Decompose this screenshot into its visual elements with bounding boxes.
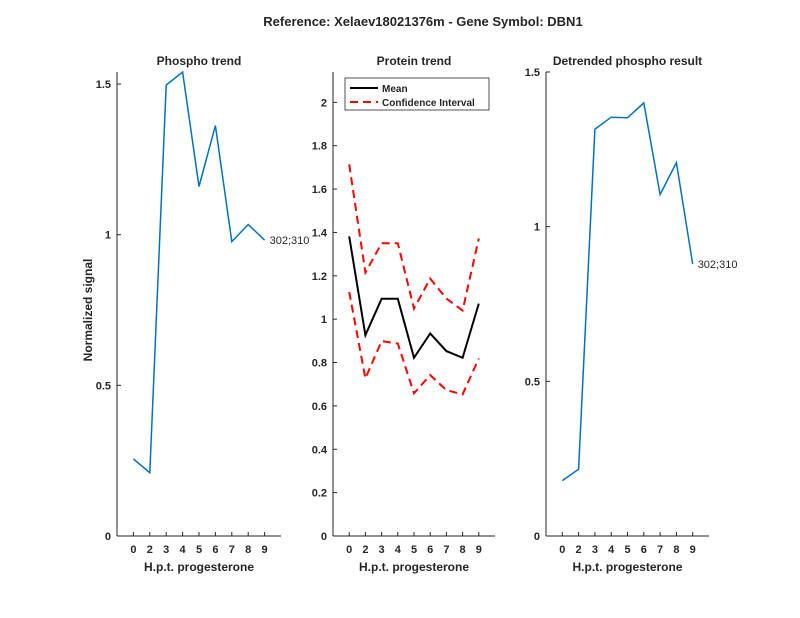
x-axis-label: H.p.t. progesterone bbox=[359, 560, 469, 574]
x-tick-label: 3 bbox=[379, 544, 385, 556]
x-tick-label: 4 bbox=[180, 544, 187, 556]
y-tick-label: 1.5 bbox=[96, 79, 111, 91]
y-tick-label: 0.5 bbox=[525, 376, 540, 388]
series-line-mean bbox=[348, 236, 480, 361]
legend-label: Mean bbox=[382, 84, 408, 95]
y-tick-label: 0.4 bbox=[312, 444, 328, 456]
x-tick-label: 4 bbox=[395, 544, 402, 556]
y-tick-label: 1.4 bbox=[312, 227, 328, 239]
x-tick-label: 5 bbox=[196, 544, 202, 556]
y-tick-label: 2 bbox=[321, 97, 327, 109]
y-tick-label: 1 bbox=[534, 222, 540, 234]
x-tick-label: 5 bbox=[411, 544, 417, 556]
legend-label: Confidence Interval bbox=[382, 98, 475, 109]
x-tick-label: 9 bbox=[262, 544, 268, 556]
y-tick-label: 1.6 bbox=[312, 184, 327, 196]
panel-2: 00.20.40.60.811.21.41.61.820 2 3 4 5 6 7 8 9Prot… bbox=[312, 54, 495, 574]
panel-title: Detrended phospho result bbox=[553, 54, 702, 68]
y-tick-label: 1.5 bbox=[525, 67, 540, 79]
y-tick-label: 0 bbox=[534, 531, 540, 543]
x-axis-label: H.p.t. progesterone bbox=[144, 560, 254, 574]
x-tick-label: 2 bbox=[576, 544, 582, 556]
y-tick-label: 0 bbox=[321, 531, 327, 543]
panel-title: Phospho trend bbox=[157, 54, 242, 68]
panel-title: Protein trend bbox=[377, 54, 452, 68]
x-tick-label: 5 bbox=[624, 544, 630, 556]
y-tick-label: 1.8 bbox=[312, 141, 327, 153]
legend: Mean Confidence Interval bbox=[344, 77, 490, 111]
series-line-confidence-interval bbox=[348, 164, 480, 313]
x-tick-label: 7 bbox=[443, 544, 449, 556]
y-tick-label: 1.2 bbox=[312, 271, 327, 283]
x-tick-label: 0 bbox=[130, 544, 136, 556]
x-tick-label: 2 bbox=[147, 544, 153, 556]
x-tick-label: 7 bbox=[229, 544, 235, 556]
x-tick-label: 3 bbox=[592, 544, 598, 556]
x-tick-label: 6 bbox=[427, 544, 433, 556]
y-tick-label: 1 bbox=[321, 314, 327, 326]
series-line-302-310 bbox=[561, 101, 694, 482]
y-tick-label: 1 bbox=[105, 230, 111, 242]
x-tick-label: 9 bbox=[476, 544, 482, 556]
series-end-label: 302;310 bbox=[698, 259, 738, 271]
legend-box bbox=[344, 77, 490, 111]
y-tick-label: 0.6 bbox=[312, 401, 327, 413]
x-tick-label: 0 bbox=[346, 544, 352, 556]
x-tick-label: 8 bbox=[245, 544, 251, 556]
y-tick-label: 0.5 bbox=[96, 380, 111, 392]
y-tick-label: 0.2 bbox=[312, 488, 327, 500]
series-line-confidence-interval-lower- bbox=[348, 291, 480, 396]
x-tick-label: 3 bbox=[163, 544, 169, 556]
figure-title: Reference: Xelaev18021376m - Gene Symbol… bbox=[263, 14, 582, 29]
x-axis-label: H.p.t. progesterone bbox=[572, 560, 682, 574]
x-tick-label: 2 bbox=[362, 544, 368, 556]
x-tick-label: 4 bbox=[608, 544, 615, 556]
series-end-label: 302;310 bbox=[270, 235, 310, 247]
y-axis-label: Normalized signal bbox=[81, 259, 95, 362]
y-tick-label: 0 bbox=[105, 531, 111, 543]
x-tick-label: 9 bbox=[690, 544, 696, 556]
x-tick-label: 6 bbox=[212, 544, 218, 556]
x-tick-label: 8 bbox=[460, 544, 466, 556]
series-line-302-310 bbox=[132, 70, 266, 475]
x-tick-label: 8 bbox=[673, 544, 679, 556]
x-tick-label: 0 bbox=[559, 544, 565, 556]
y-tick-label: 0.8 bbox=[312, 358, 327, 370]
x-tick-label: 7 bbox=[657, 544, 663, 556]
x-tick-label: 6 bbox=[641, 544, 647, 556]
